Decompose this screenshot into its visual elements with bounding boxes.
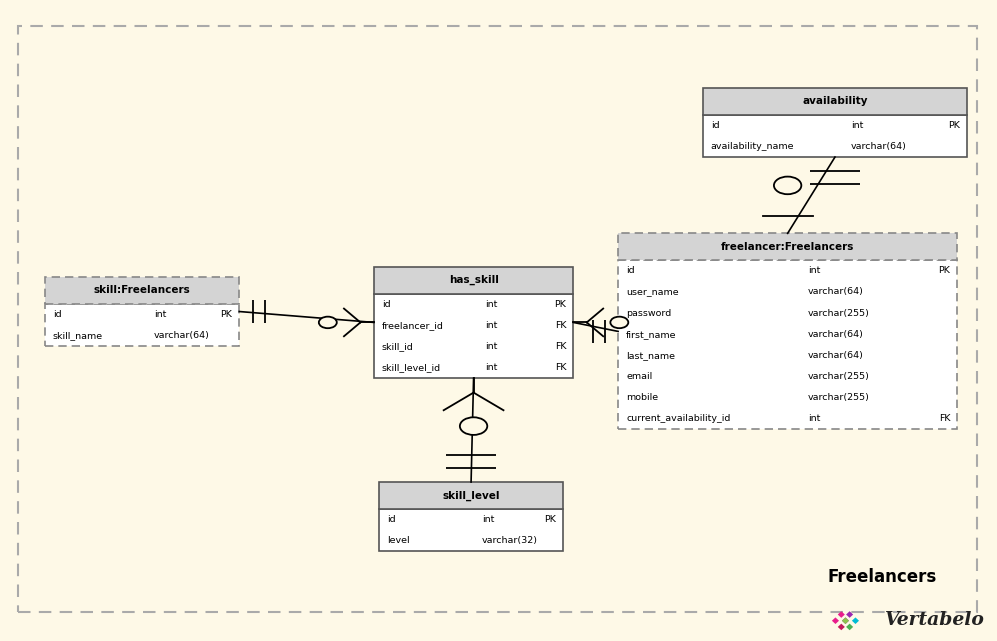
- Text: Vertabelo: Vertabelo: [885, 612, 985, 629]
- Text: id: id: [626, 266, 635, 276]
- Text: PK: PK: [554, 299, 566, 309]
- Text: has_skill: has_skill: [449, 275, 498, 285]
- Text: FK: FK: [938, 414, 950, 424]
- Text: id: id: [387, 515, 396, 524]
- Text: int: int: [486, 299, 498, 309]
- Text: FK: FK: [554, 342, 566, 351]
- Text: varchar(64): varchar(64): [808, 287, 863, 297]
- Text: id: id: [53, 310, 62, 319]
- Text: Freelancers: Freelancers: [828, 568, 937, 586]
- Text: int: int: [808, 266, 821, 276]
- Text: availability: availability: [803, 96, 867, 106]
- Polygon shape: [841, 617, 849, 624]
- Text: current_availability_id: current_availability_id: [626, 414, 731, 424]
- Text: availability_name: availability_name: [711, 142, 795, 151]
- Text: PK: PK: [220, 310, 232, 319]
- Circle shape: [774, 176, 802, 194]
- Polygon shape: [831, 617, 839, 624]
- Text: id: id: [382, 299, 391, 309]
- Text: mobile: mobile: [626, 393, 658, 403]
- Text: varchar(255): varchar(255): [808, 393, 869, 403]
- Text: first_name: first_name: [626, 329, 677, 339]
- Circle shape: [610, 317, 628, 328]
- Text: PK: PK: [948, 121, 960, 130]
- Text: skill:Freelancers: skill:Freelancers: [94, 285, 190, 296]
- Text: varchar(32): varchar(32): [483, 536, 538, 545]
- Text: int: int: [483, 515, 495, 524]
- Polygon shape: [846, 624, 853, 630]
- Text: int: int: [850, 121, 863, 130]
- Text: varchar(64): varchar(64): [154, 331, 209, 340]
- Bar: [379, 509, 563, 551]
- Text: PK: PK: [544, 515, 556, 524]
- Polygon shape: [837, 612, 844, 618]
- Text: level: level: [387, 536, 410, 545]
- Bar: [374, 267, 573, 294]
- Text: user_name: user_name: [626, 287, 679, 297]
- Text: FK: FK: [554, 363, 566, 372]
- Text: freelancer_id: freelancer_id: [382, 320, 444, 330]
- Text: int: int: [154, 310, 166, 319]
- Bar: [703, 88, 967, 115]
- Text: email: email: [626, 372, 652, 381]
- Text: varchar(255): varchar(255): [808, 372, 869, 381]
- Text: varchar(64): varchar(64): [808, 329, 863, 339]
- Text: freelancer:Freelancers: freelancer:Freelancers: [721, 242, 854, 252]
- Text: varchar(255): varchar(255): [808, 308, 869, 318]
- Bar: [379, 482, 563, 509]
- Text: password: password: [626, 308, 671, 318]
- Bar: [374, 294, 573, 378]
- Text: int: int: [486, 342, 498, 351]
- Text: id: id: [711, 121, 720, 130]
- Polygon shape: [851, 617, 859, 624]
- Bar: [45, 304, 239, 346]
- Text: int: int: [808, 414, 821, 424]
- Polygon shape: [837, 624, 844, 630]
- Text: skill_id: skill_id: [382, 342, 414, 351]
- Text: FK: FK: [554, 320, 566, 330]
- Circle shape: [319, 317, 337, 328]
- Text: varchar(64): varchar(64): [808, 351, 863, 360]
- Bar: [618, 260, 957, 429]
- Circle shape: [460, 417, 488, 435]
- Bar: [45, 277, 239, 304]
- Text: int: int: [486, 320, 498, 330]
- Text: skill_level_id: skill_level_id: [382, 363, 441, 372]
- Polygon shape: [846, 612, 853, 618]
- Text: skill_level: skill_level: [443, 490, 499, 501]
- Bar: [703, 115, 967, 157]
- Text: skill_name: skill_name: [53, 331, 103, 340]
- Bar: [618, 233, 957, 260]
- Polygon shape: [841, 617, 849, 624]
- Text: varchar(64): varchar(64): [850, 142, 906, 151]
- Text: int: int: [486, 363, 498, 372]
- Text: last_name: last_name: [626, 351, 675, 360]
- Text: PK: PK: [938, 266, 950, 276]
